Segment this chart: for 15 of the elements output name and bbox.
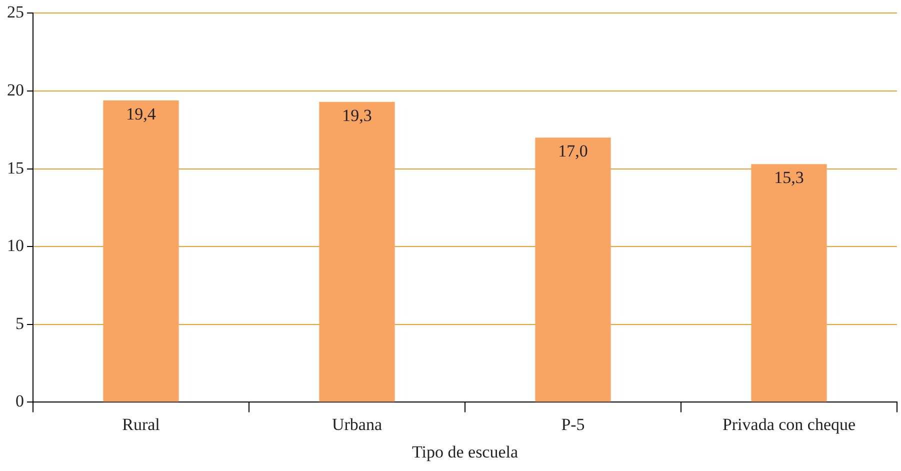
y-tick-label: 0 [16, 392, 24, 411]
y-tick-label: 10 [7, 236, 24, 256]
data-label: 15,3 [774, 168, 804, 188]
y-tick-label: 25 [7, 2, 24, 22]
x-axis-title: Tipo de escuela [412, 442, 518, 462]
data-label: 19,4 [126, 104, 156, 124]
y-tick-label: 5 [16, 314, 24, 333]
x-tick-label: P-5 [561, 414, 585, 434]
x-tick-label: Rural [122, 414, 160, 434]
y-tick-label: 20 [7, 80, 24, 100]
y-tick-label: 15 [7, 158, 24, 178]
data-label: 17,0 [558, 142, 588, 161]
data-label: 19,3 [342, 106, 372, 125]
x-tick-label: Privada con cheque [722, 414, 856, 434]
x-tick-label: Urbana [332, 414, 382, 434]
